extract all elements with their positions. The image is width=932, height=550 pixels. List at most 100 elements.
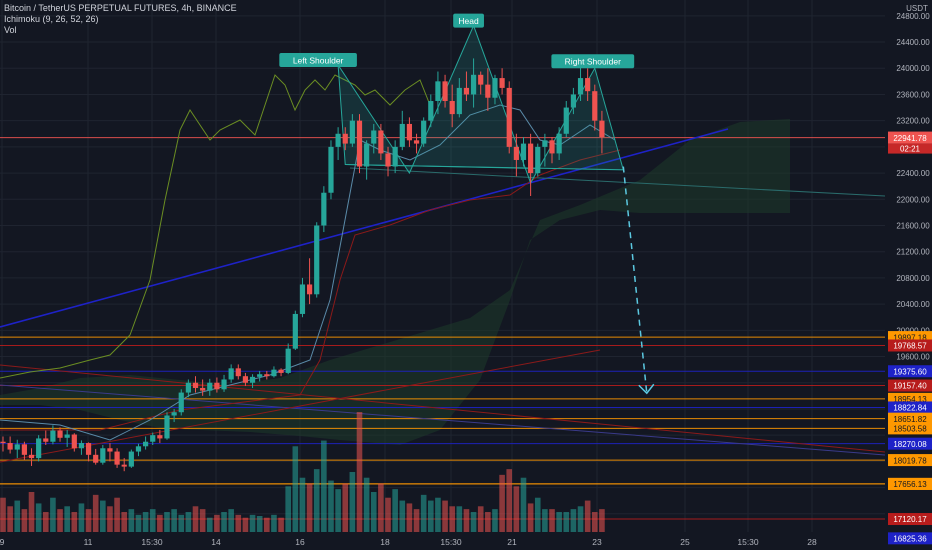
volume-indicator-label[interactable]: Vol [4,25,17,35]
candle-body[interactable] [135,446,142,452]
candle-body[interactable] [585,78,591,92]
candle-body[interactable] [442,81,448,102]
candle-body[interactable] [264,374,270,377]
candle-body[interactable] [178,392,184,413]
candle-body[interactable] [335,133,341,147]
candle-body[interactable] [556,133,562,154]
candle-body[interactable] [413,140,420,144]
candle-body[interactable] [221,379,227,390]
candle-body[interactable] [50,430,56,442]
candle-body[interactable] [314,225,320,295]
candle-body[interactable] [36,438,42,459]
candle-body[interactable] [371,130,377,144]
neckline[interactable] [345,164,538,169]
candle-body[interactable] [21,444,27,455]
candle-body[interactable] [235,368,241,377]
candle-body[interactable] [528,143,534,174]
neckline-extension[interactable] [349,167,886,197]
candle-body[interactable] [356,120,363,167]
pattern-label-box[interactable] [453,13,484,28]
head-and-shoulders-pattern[interactable] [337,24,624,185]
candle-body[interactable] [228,368,234,380]
forecast-arrow-line[interactable] [622,166,648,394]
candle-body[interactable] [470,74,477,95]
candle-body[interactable] [114,451,120,465]
candle-body[interactable] [378,130,384,154]
candle-body[interactable] [364,143,370,167]
candle-body[interactable] [492,78,498,98]
candle-body[interactable] [463,87,470,95]
candle-body[interactable] [43,438,49,442]
candle-body[interactable] [71,434,77,449]
candle-body[interactable] [107,448,113,452]
candle-body[interactable] [164,415,170,439]
candle-body[interactable] [599,120,605,138]
candle-body[interactable] [342,133,348,144]
candle-body[interactable] [563,107,569,134]
candle-body[interactable] [478,74,484,85]
candle-body[interactable] [192,382,199,388]
candle-body[interactable] [513,146,519,160]
candle-body[interactable] [7,443,13,450]
symbol-title[interactable]: Bitcoin / TetherUS PERPETUAL FUTURES, 4h… [4,3,237,13]
candle-body[interactable] [150,435,156,442]
candle-body[interactable] [592,91,598,121]
candle-body[interactable] [78,443,85,449]
candle-body[interactable] [428,101,434,121]
candle-body[interactable] [157,435,163,439]
candle-body[interactable] [321,192,327,226]
candle-body[interactable] [542,140,548,147]
candle-body[interactable] [406,123,413,141]
candle-body[interactable] [577,78,584,95]
ascending-trendline[interactable] [0,128,729,328]
candle-body[interactable] [278,369,284,373]
candle-body[interactable] [306,284,313,295]
candle-body[interactable] [485,84,491,98]
candle-body[interactable] [392,146,398,167]
descending-trendline-blue[interactable] [0,384,886,456]
candle-body[interactable] [499,78,505,88]
candle-body[interactable] [121,464,127,467]
pattern-label-box[interactable] [279,52,357,67]
candle-body[interactable] [449,101,455,115]
candle-body[interactable] [214,382,220,390]
candle-body[interactable] [328,146,334,193]
candle-body[interactable] [549,140,555,154]
pattern-label-box[interactable] [551,54,635,69]
candle-body[interactable] [200,387,206,391]
time-axis[interactable] [0,532,885,550]
candle-body[interactable] [399,123,405,147]
candle-body[interactable] [435,81,441,102]
candle-body[interactable] [535,146,541,174]
candle-body[interactable] [185,382,191,393]
candle-body[interactable] [14,444,20,450]
candle-body[interactable] [506,87,512,147]
candle-body[interactable] [570,94,576,108]
ichimoku-indicator-label[interactable]: Ichimoku (9, 26, 52, 26) [4,14,99,24]
candle-body[interactable] [285,348,291,373]
candle-body[interactable] [299,284,306,314]
candle-body[interactable] [207,382,213,391]
candle-body[interactable] [171,412,177,416]
candle-body[interactable] [257,374,263,377]
candle-body[interactable] [93,454,99,463]
candle-body[interactable] [57,430,63,438]
candle-body[interactable] [456,87,462,115]
candle-body[interactable] [64,434,70,438]
candle-body[interactable] [28,454,35,459]
candle-body[interactable] [292,313,298,349]
candle-body[interactable] [143,441,149,447]
descending-trendline-red[interactable] [0,364,886,453]
candle-body[interactable] [249,376,256,383]
rising-trendline-red[interactable] [0,349,601,463]
candle-body[interactable] [100,448,106,463]
forecast-arrow-head[interactable] [638,383,655,395]
candle-body[interactable] [421,120,427,144]
candle-body[interactable] [85,443,92,455]
candle-body[interactable] [242,376,249,383]
candle-body[interactable] [349,120,355,144]
candle-body[interactable] [128,451,134,467]
candle-body[interactable] [520,143,527,160]
candle-body[interactable] [385,153,391,167]
